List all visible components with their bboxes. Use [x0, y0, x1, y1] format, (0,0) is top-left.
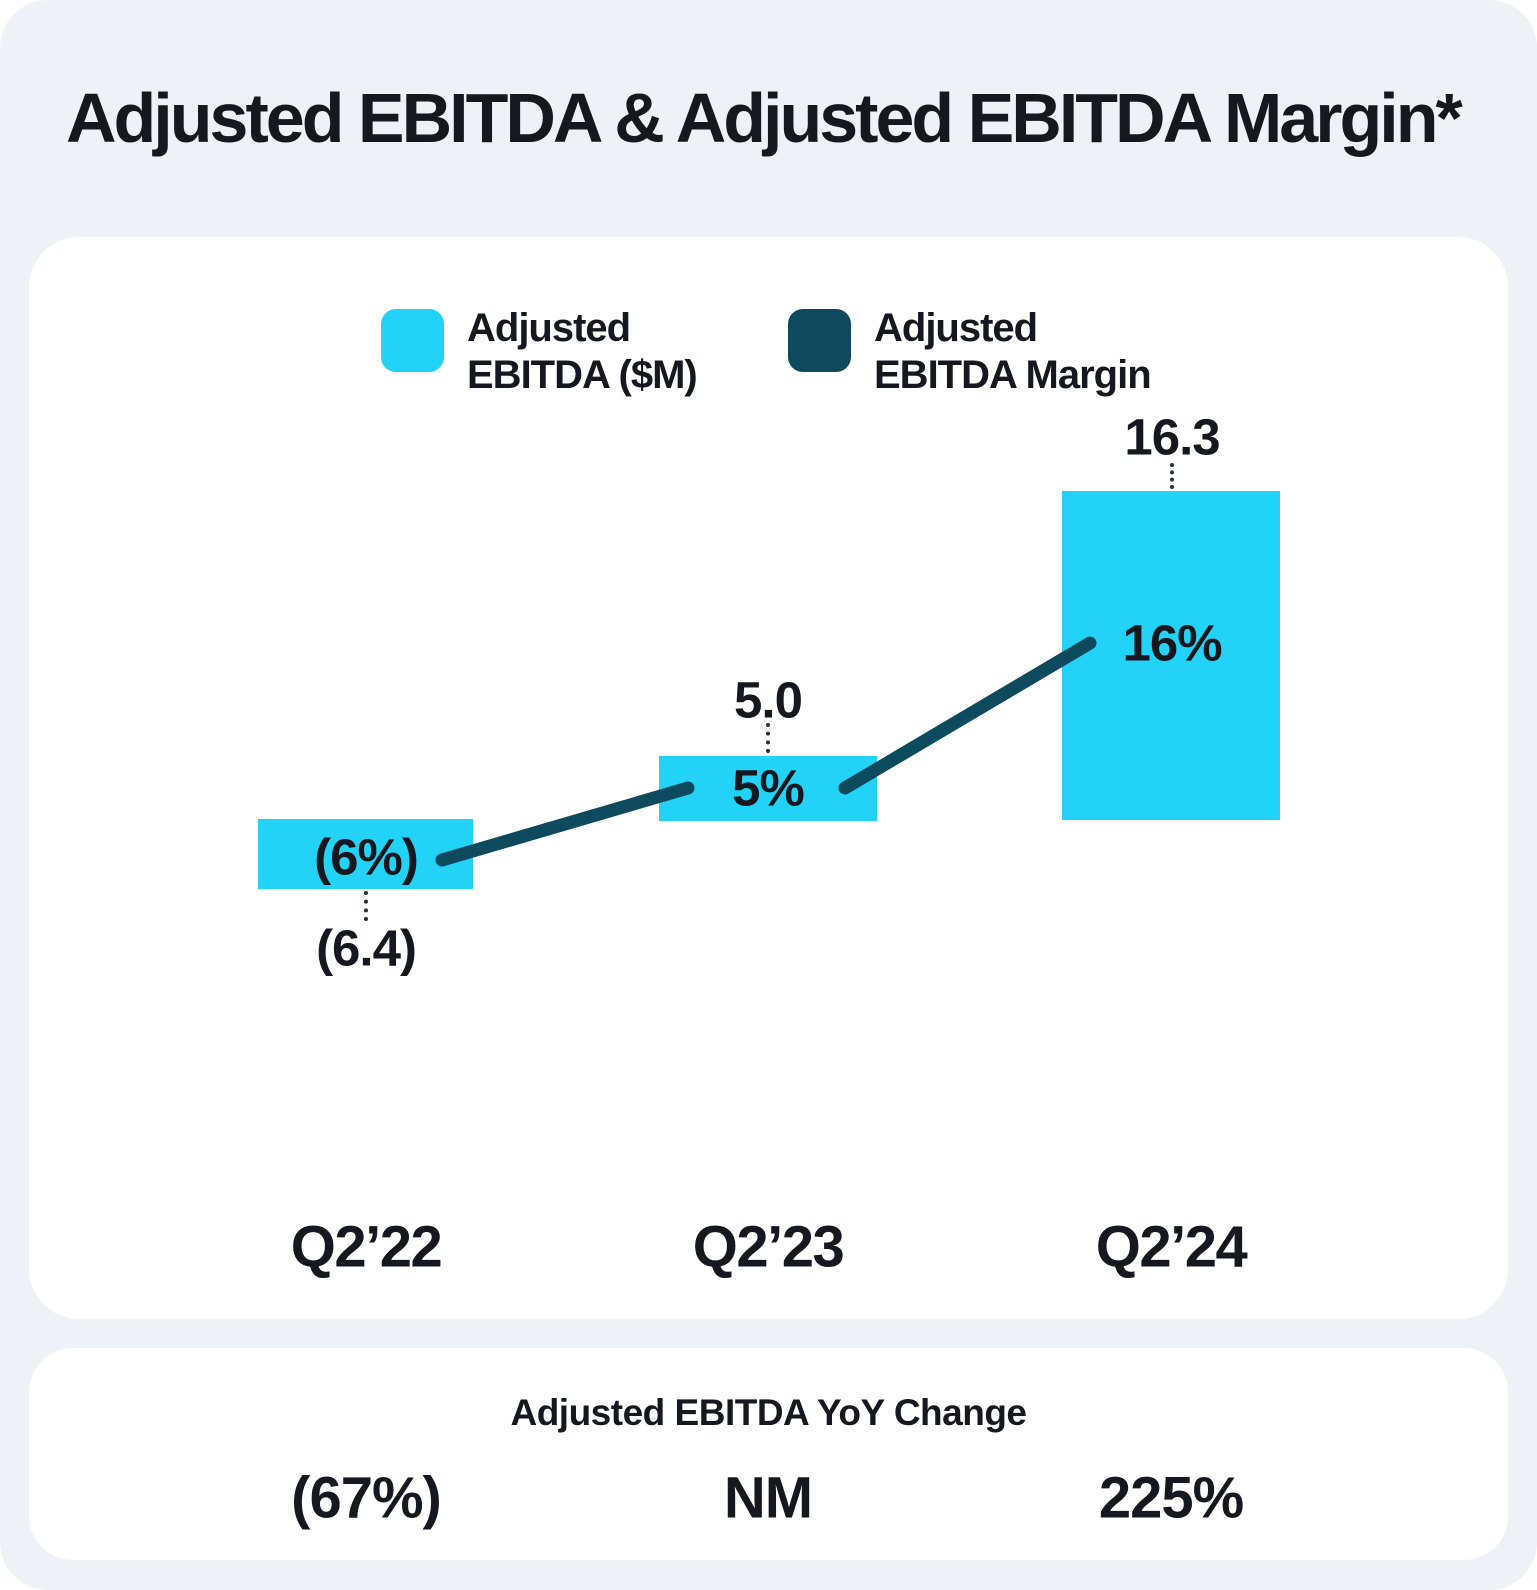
legend-label-margin: Adjusted EBITDA Margin	[874, 305, 1152, 399]
yoy-title: Adjusted EBITDA YoY Change	[510, 1392, 1027, 1433]
margin-label-q2-23: 5%	[732, 759, 805, 817]
dotted-connector-q2-23	[766, 723, 770, 753]
legend-item-adjusted-ebitda-margin: Adjusted EBITDA Margin	[788, 305, 1152, 399]
legend-swatch-margin	[788, 309, 851, 372]
margin-label-q2-22: (6%)	[314, 828, 419, 886]
legend-item-adjusted-ebitda: Adjusted EBITDA ($M)	[381, 305, 698, 399]
chart-card: Adjusted EBITDA ($M) Adjusted EBITDA Mar…	[29, 237, 1508, 1319]
x-axis-label-q2-22: Q2’22	[290, 1214, 443, 1280]
bar-value-label-q2-24: 16.3	[1124, 408, 1220, 466]
yoy-card: Adjusted EBITDA YoY Change (67%) NM 225%	[29, 1348, 1508, 1560]
bar-value-label-q2-22: (6.4)	[316, 919, 417, 977]
bar-value-label-q2-23: 5.0	[734, 671, 803, 729]
legend-label-ebitda: Adjusted EBITDA ($M)	[467, 305, 698, 399]
dotted-connector-q2-24	[1170, 463, 1174, 489]
legend-label-line: Adjusted	[467, 306, 631, 350]
yoy-value-q2-24: 225%	[1098, 1465, 1244, 1531]
legend-label-line: EBITDA Margin	[874, 353, 1152, 397]
page-title: Adjusted EBITDA & Adjusted EBITDA Margin…	[66, 79, 1463, 157]
legend-label-line: EBITDA ($M)	[467, 353, 698, 397]
bar-q2-24	[1062, 491, 1280, 820]
margin-label-q2-24: 16%	[1122, 614, 1222, 672]
x-axis-label-q2-24: Q2’24	[1095, 1214, 1248, 1280]
legend-label-line: Adjusted	[874, 306, 1038, 350]
yoy-value-q2-23: NM	[723, 1465, 813, 1531]
dotted-connector-q2-22	[364, 891, 368, 921]
x-axis-label-q2-23: Q2’23	[692, 1214, 845, 1280]
legend-swatch-ebitda	[381, 309, 444, 372]
yoy-value-q2-22: (67%)	[291, 1465, 442, 1531]
